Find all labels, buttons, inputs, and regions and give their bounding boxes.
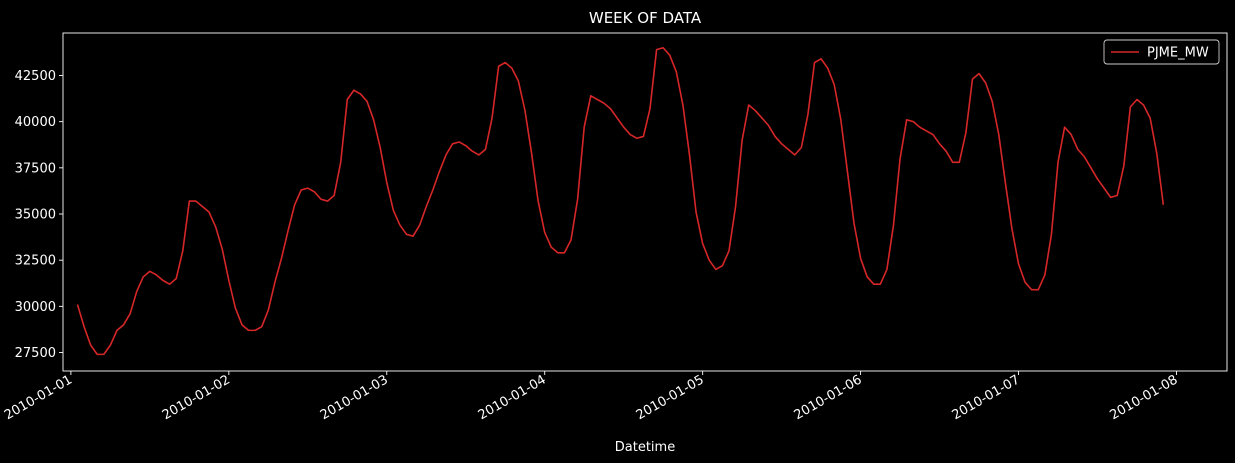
x-tick-label: 2010-01-02: [160, 372, 233, 423]
x-axis-label: Datetime: [615, 440, 675, 455]
y-tick-label: 37500: [15, 161, 56, 176]
y-tick-label: 40000: [15, 115, 56, 130]
plot-area: 27500 30000 32500 35000 37500 40000 42500 2010-…: [2, 32, 1228, 423]
legend-box: [1103, 39, 1220, 65]
y-tick-label: 35000: [15, 208, 56, 223]
x-tick-label: 2010-01-03: [318, 372, 391, 423]
y-tick-label: 42500: [15, 69, 56, 84]
x-tick-label: 2010-01-08: [1108, 372, 1181, 423]
series-line-pjme-mw: [76, 46, 1165, 356]
legend-label: PJME_MW: [1147, 46, 1209, 61]
y-tick-label: 27500: [15, 346, 56, 361]
x-tick-label: 2010-01-07: [950, 372, 1023, 423]
x-tick-label: 2010-01-05: [634, 372, 707, 423]
y-tick-label: 32500: [15, 254, 56, 269]
axes-frame: [62, 32, 1228, 372]
x-tick-label: 2010-01-04: [476, 372, 549, 423]
x-tick-label: 2010-01-06: [792, 372, 865, 423]
y-tick-label: 30000: [15, 300, 56, 315]
chart-title: WEEK OF DATA: [589, 9, 702, 27]
x-tick-label: 2010-01-01: [2, 372, 75, 423]
